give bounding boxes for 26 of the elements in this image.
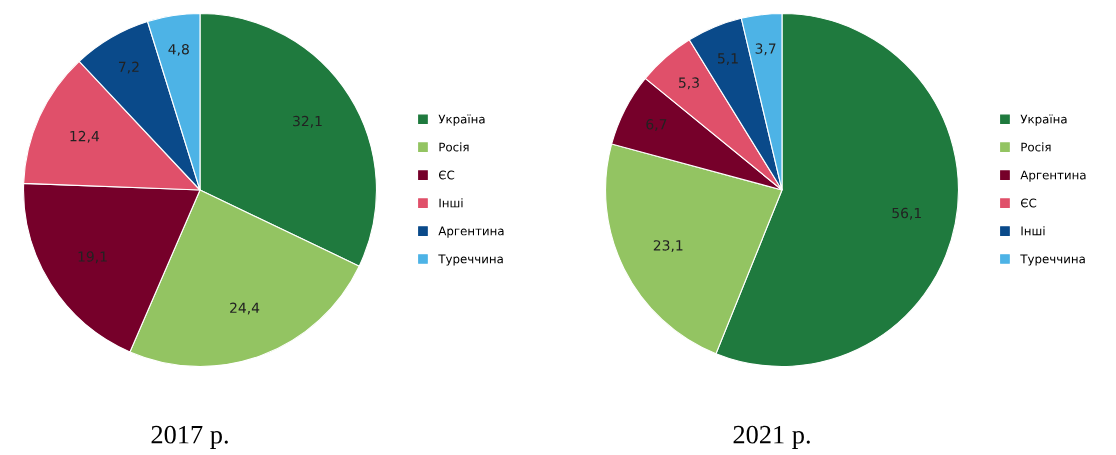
legend-label: Інші (1021, 226, 1045, 236)
data-label: 12,4 (70, 130, 100, 143)
data-label: 3,7 (755, 43, 776, 56)
legend-label: Росія (439, 142, 469, 152)
legend-label: Інші (439, 198, 463, 208)
legend-label: ЄС (1020, 198, 1037, 208)
data-label: 24,4 (230, 302, 260, 315)
legend-label: Аргентина (1020, 170, 1086, 182)
legend-label: Туреччина (438, 254, 503, 266)
data-label: 5,3 (679, 77, 699, 90)
data-label: 5,1 (718, 53, 738, 66)
data-label: 6,7 (646, 119, 667, 131)
legend-label: Росія (1021, 142, 1051, 152)
text: 2021 р. (733, 425, 810, 449)
data-label: 32,1 (293, 115, 322, 128)
legend-label: Аргентина (438, 226, 504, 238)
data-label: 7,2 (119, 61, 139, 74)
legend-label: Туреччина (1020, 254, 1085, 266)
legend-label: Україна (438, 114, 485, 126)
data-label: 19,1 (78, 251, 107, 264)
data-label: 56,1 (892, 207, 921, 220)
data-label: 4,8 (168, 43, 189, 56)
legend-label: ЄС (438, 170, 455, 180)
data-label: 23,1 (653, 240, 683, 253)
text: 2017 р. (151, 425, 228, 449)
legend-label: Україна (1020, 114, 1067, 126)
